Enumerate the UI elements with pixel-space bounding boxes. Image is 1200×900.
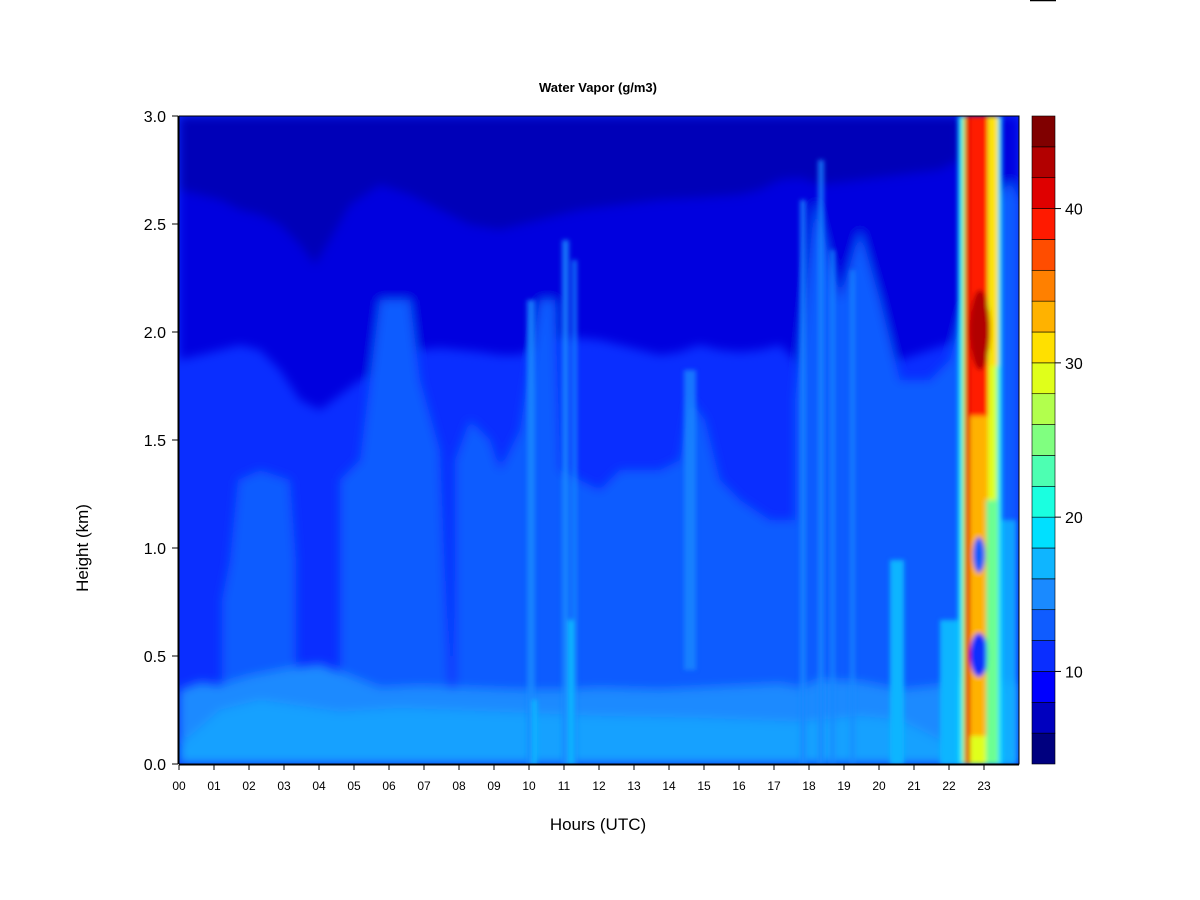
y-axis-label: Height (km)	[73, 504, 92, 592]
colorbar-tick-label: 40	[1065, 202, 1083, 219]
y-axis: 0.0 0.5 1.0 1.5 2.0 2.5 3.0	[144, 109, 179, 774]
x-tick-label: 19	[837, 779, 851, 793]
x-tick-label: 14	[662, 779, 676, 793]
colorbar-swatch	[1031, 671, 1056, 703]
chart-title: Water Vapor (g/m3)	[539, 80, 657, 95]
colorbar-swatch	[1031, 177, 1056, 209]
x-tick-label: 22	[942, 779, 956, 793]
streak-23h-right	[998, 520, 1016, 764]
x-tick-label: 10	[522, 779, 536, 793]
streak-18h-b	[818, 160, 824, 764]
x-tick-label: 20	[872, 779, 886, 793]
x-tick-label: 03	[277, 779, 291, 793]
spike-dry-pocket-mid	[973, 537, 985, 573]
streak-22h-left	[940, 620, 960, 764]
x-tick-label: 15	[697, 779, 711, 793]
colorbar-swatch	[1031, 609, 1056, 641]
y-tick-label: 0.0	[144, 757, 166, 774]
heatmap-field	[179, 116, 1019, 764]
colorbar-swatch	[1031, 547, 1056, 580]
heatmap-streaks	[527, 160, 1016, 764]
colorbar: 10 20 30 40	[1031, 115, 1083, 765]
x-tick-label: 08	[452, 779, 466, 793]
colorbar-swatch	[1031, 516, 1056, 549]
colorbar-swatch	[1031, 578, 1056, 611]
x-tick-label: 21	[907, 779, 921, 793]
spike-bright-column	[990, 116, 998, 366]
very-dry-top	[179, 116, 960, 265]
x-tick-label: 06	[382, 779, 396, 793]
y-tick-label: 2.5	[144, 217, 166, 234]
y-tick-label: 1.5	[144, 433, 166, 450]
colorbar-swatch	[1031, 331, 1056, 364]
surface-layer	[179, 700, 1019, 764]
x-axis: 00 01 02 03 04 05 06 07 08 09 10 11 12 13 14 15 16 17 18 19…	[172, 764, 1019, 793]
colorbar-tick-label: 10	[1065, 664, 1083, 681]
colorbar-swatch	[1031, 269, 1056, 302]
colorbar-swatch	[1031, 424, 1056, 456]
streak-18h-c	[830, 250, 835, 764]
x-tick-label: 23	[977, 779, 991, 793]
colorbar-swatch	[1031, 393, 1056, 425]
moisture-spike-22h	[958, 116, 1002, 764]
x-tick-label: 12	[592, 779, 606, 793]
colorbar-swatch	[1031, 362, 1056, 395]
x-tick-label: 02	[242, 779, 256, 793]
x-tick-label: 05	[347, 779, 361, 793]
moist-plume-17-21	[795, 200, 965, 764]
spike-upper-red	[970, 116, 988, 416]
streak-10h	[527, 300, 535, 764]
x-tick-label: 17	[767, 779, 781, 793]
moist-plume-05-07	[340, 300, 450, 764]
streak-10h-core	[532, 700, 537, 764]
x-tick-label: 18	[802, 779, 816, 793]
colorbar-swatch	[1031, 146, 1056, 179]
spike-lower-mix	[986, 500, 996, 764]
colorbar-swatch	[1031, 640, 1056, 672]
plot-frame	[178, 115, 1020, 765]
spike-dry-pocket	[970, 633, 988, 677]
x-tick-label: 00	[172, 779, 186, 793]
y-tick-label: 3.0	[144, 109, 166, 126]
colorbar-swatch	[1031, 239, 1056, 271]
x-tick-label: 09	[487, 779, 501, 793]
colorbar-tick-label: 30	[1065, 356, 1083, 373]
y-tick-label: 2.0	[144, 325, 166, 342]
colorbar-tick-label: 20	[1065, 510, 1083, 527]
streak-11h-a	[562, 240, 569, 764]
streak-11h-b	[572, 260, 577, 764]
streak-19h	[850, 270, 855, 764]
y-tick-label: 0.5	[144, 649, 166, 666]
x-axis-label: Hours (UTC)	[550, 815, 646, 834]
spike-core	[970, 290, 990, 370]
streak-20h	[890, 560, 904, 764]
colorbar-swatch	[1031, 485, 1056, 518]
y-tick-label: 1.0	[144, 541, 166, 558]
colorbar-swatch	[1031, 732, 1056, 765]
streak-18h-a	[800, 200, 806, 764]
spike-red-edge	[965, 116, 970, 764]
colorbar-swatch	[1031, 115, 1056, 148]
x-tick-label: 13	[627, 779, 641, 793]
x-tick-label: 01	[207, 779, 221, 793]
colorbar-swatch	[1031, 300, 1056, 333]
x-tick-label: 07	[417, 779, 431, 793]
x-tick-label: 04	[312, 779, 326, 793]
x-tick-label: 11	[558, 779, 571, 793]
streak-14h	[684, 370, 696, 670]
x-tick-label: 16	[732, 779, 746, 793]
colorbar-swatch	[1031, 208, 1056, 240]
colorbar-swatch	[1031, 455, 1056, 487]
streak-11h-core	[568, 620, 574, 764]
colorbar-swatch	[1031, 701, 1056, 734]
moist-plume-10-12	[560, 400, 800, 764]
